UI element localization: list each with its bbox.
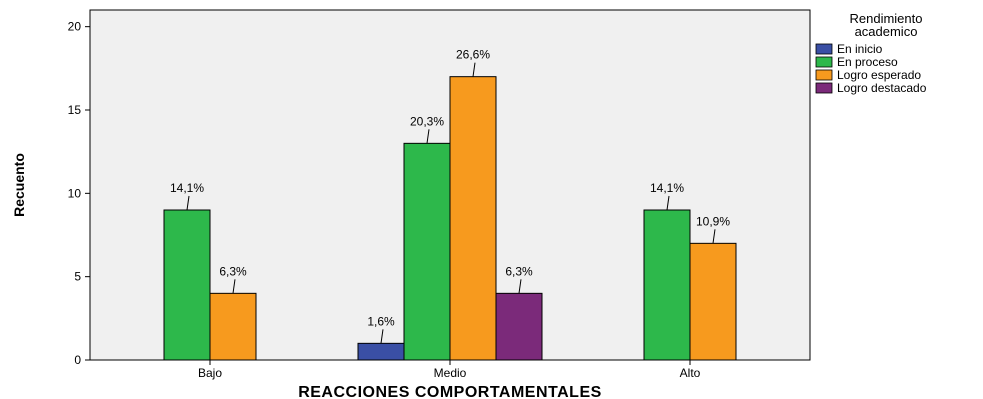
data-label-leader — [518, 279, 522, 294]
y-tick-label: 15 — [68, 103, 82, 117]
bars-layer: 14,1% 6,3% 1,6% 20,3% 26,6% 6,3% 14,1% 10,9% — [163, 48, 737, 361]
y-tick-label: 0 — [74, 353, 81, 367]
legend-label: Logro esperado — [837, 68, 921, 82]
bar-logro-destacado-medio — [495, 292, 543, 361]
legend-swatch — [815, 43, 833, 55]
bar-logro-esperado-bajo — [209, 292, 257, 361]
data-label-leader — [380, 329, 384, 344]
y-tick-label: 5 — [74, 270, 81, 284]
legend-swatch — [815, 69, 833, 81]
data-label: 14,1% — [650, 181, 684, 195]
legend-label: En inicio — [837, 42, 883, 56]
data-label: 6,3% — [505, 264, 533, 278]
x-axis: Bajo Medio Alto — [198, 360, 701, 380]
data-label-leader — [232, 279, 236, 294]
data-label: 6,3% — [219, 264, 247, 278]
y-axis: 0 5 10 15 20 — [68, 20, 90, 367]
data-label-leader — [426, 129, 430, 144]
data-label: 20,3% — [410, 114, 444, 128]
bar-en-proceso-alto — [643, 209, 691, 361]
y-tick-label: 20 — [68, 20, 82, 34]
data-label-leader — [186, 195, 190, 211]
x-tick-label: Medio — [434, 366, 467, 380]
bar-en-proceso-bajo — [163, 209, 211, 361]
legend-title-line2: academico — [855, 24, 918, 39]
bar-en-proceso-medio — [403, 142, 451, 361]
legend-swatch — [815, 56, 833, 68]
legend-swatch — [815, 82, 833, 94]
y-axis-title: Recuento — [11, 153, 27, 217]
data-label: 26,6% — [456, 48, 490, 62]
legend-label: Logro destacado — [837, 81, 927, 95]
data-label-leader — [472, 62, 476, 77]
x-tick-label: Bajo — [198, 366, 222, 380]
legend-title-line1: Rendimiento — [850, 11, 923, 26]
legend-label: En proceso — [837, 55, 898, 69]
bar-logro-esperado-medio — [449, 76, 497, 361]
y-tick-label: 10 — [68, 186, 82, 200]
x-axis-title: REACCIONES COMPORTAMENTALES — [298, 384, 602, 399]
data-label: 14,1% — [170, 181, 204, 195]
x-tick-label: Alto — [680, 366, 701, 380]
data-label: 10,9% — [696, 214, 730, 228]
data-label-leader — [666, 195, 670, 211]
bar-en-inicio-medio — [357, 342, 405, 361]
data-label: 1,6% — [367, 314, 395, 328]
data-label-leader — [712, 229, 716, 244]
bar-logro-esperado-alto — [689, 242, 737, 361]
